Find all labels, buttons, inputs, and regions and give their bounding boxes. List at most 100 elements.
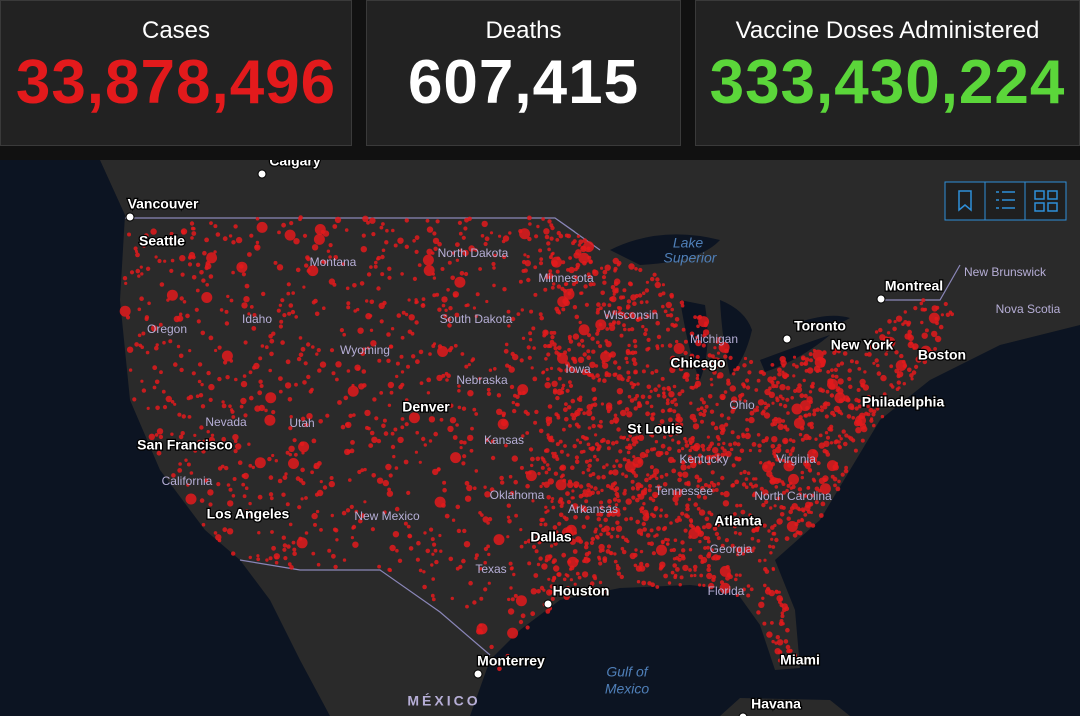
case-dot xyxy=(798,415,803,420)
case-dot xyxy=(801,356,805,361)
case-dot xyxy=(782,607,787,613)
case-dot xyxy=(742,587,746,592)
case-dot xyxy=(258,356,263,361)
case-dot xyxy=(830,474,835,479)
case-dot xyxy=(332,224,338,229)
case-dot xyxy=(893,320,897,324)
city-dot xyxy=(257,169,267,179)
case-dot xyxy=(781,482,786,486)
case-dot xyxy=(521,269,526,273)
case-dot xyxy=(613,559,618,564)
case-dot xyxy=(561,552,567,558)
case-dot xyxy=(774,446,782,454)
case-dot xyxy=(729,447,734,452)
case-dot xyxy=(819,483,831,495)
case-dot xyxy=(325,413,330,418)
case-dot xyxy=(226,294,230,299)
case-dot xyxy=(548,589,553,595)
bookmark-button[interactable] xyxy=(958,190,972,212)
case-dot xyxy=(680,511,685,516)
basemap-button[interactable] xyxy=(1034,190,1058,212)
case-dot xyxy=(710,421,716,426)
case-dot xyxy=(848,384,853,389)
case-dot xyxy=(641,369,646,374)
case-dot xyxy=(574,455,580,460)
case-dot xyxy=(415,557,420,562)
case-dot xyxy=(416,540,421,546)
case-dot xyxy=(646,384,652,390)
case-dot xyxy=(392,454,396,459)
case-dot xyxy=(672,563,677,568)
case-dot xyxy=(404,312,409,317)
case-dot xyxy=(386,358,391,363)
case-dot xyxy=(455,423,459,427)
case-dot xyxy=(620,311,625,316)
case-dot xyxy=(627,328,631,332)
case-dot xyxy=(610,526,615,532)
case-dot xyxy=(745,427,750,432)
case-dot xyxy=(201,292,213,303)
case-dot xyxy=(540,456,544,460)
case-dot xyxy=(311,551,316,556)
case-dot xyxy=(400,335,405,340)
case-dot xyxy=(302,285,306,289)
case-dot xyxy=(435,219,440,224)
case-dot xyxy=(339,328,344,333)
case-dot xyxy=(547,577,551,581)
case-dot xyxy=(590,373,594,377)
case-dot xyxy=(612,292,616,296)
city-label: Miami xyxy=(780,652,820,668)
case-dot xyxy=(414,249,419,254)
case-dot xyxy=(254,457,266,469)
case-dot xyxy=(196,319,201,324)
case-dot xyxy=(759,486,764,491)
case-dot xyxy=(822,475,829,482)
case-dot xyxy=(327,548,332,553)
case-dot xyxy=(586,272,591,277)
map[interactable]: CalgaryVancouverSeattleTorontoMontrealCh… xyxy=(0,160,1080,716)
case-dot xyxy=(578,484,584,489)
case-dot xyxy=(780,611,784,615)
case-dot xyxy=(627,394,632,399)
case-dot xyxy=(544,357,548,361)
case-dot xyxy=(241,302,248,309)
case-dot xyxy=(282,547,287,552)
case-dot xyxy=(626,304,631,309)
legend-button[interactable] xyxy=(996,191,1015,209)
case-dot xyxy=(319,480,323,484)
case-dot xyxy=(779,619,784,623)
case-dot xyxy=(786,411,790,415)
case-dot xyxy=(640,489,648,496)
case-dot xyxy=(746,471,751,476)
case-dot xyxy=(400,370,405,374)
case-dot xyxy=(243,340,248,345)
case-dot xyxy=(609,296,614,302)
card-value: 607,415 xyxy=(407,48,640,117)
case-dot xyxy=(738,503,743,508)
case-dot xyxy=(840,472,845,477)
case-dot xyxy=(861,425,868,433)
region-label: Virginia xyxy=(776,452,816,466)
city-label: Chicago xyxy=(670,355,725,371)
case-dot xyxy=(497,666,502,672)
case-dot xyxy=(825,452,831,457)
case-dot xyxy=(714,488,719,492)
case-dot xyxy=(663,309,668,314)
case-dot xyxy=(154,379,160,385)
case-dot xyxy=(141,331,146,336)
case-dot xyxy=(300,467,305,473)
case-dot xyxy=(144,315,150,320)
case-dot xyxy=(788,438,793,442)
case-dot xyxy=(563,444,567,448)
case-dot xyxy=(768,544,772,549)
case-dot xyxy=(205,261,211,266)
case-dot xyxy=(483,560,488,565)
case-dot xyxy=(555,457,560,461)
case-dot xyxy=(688,568,692,572)
case-dot xyxy=(659,514,663,518)
case-dot xyxy=(696,484,700,488)
case-dot xyxy=(855,427,862,434)
case-dot xyxy=(584,302,590,307)
case-dot xyxy=(208,274,214,279)
case-dot xyxy=(456,528,462,534)
